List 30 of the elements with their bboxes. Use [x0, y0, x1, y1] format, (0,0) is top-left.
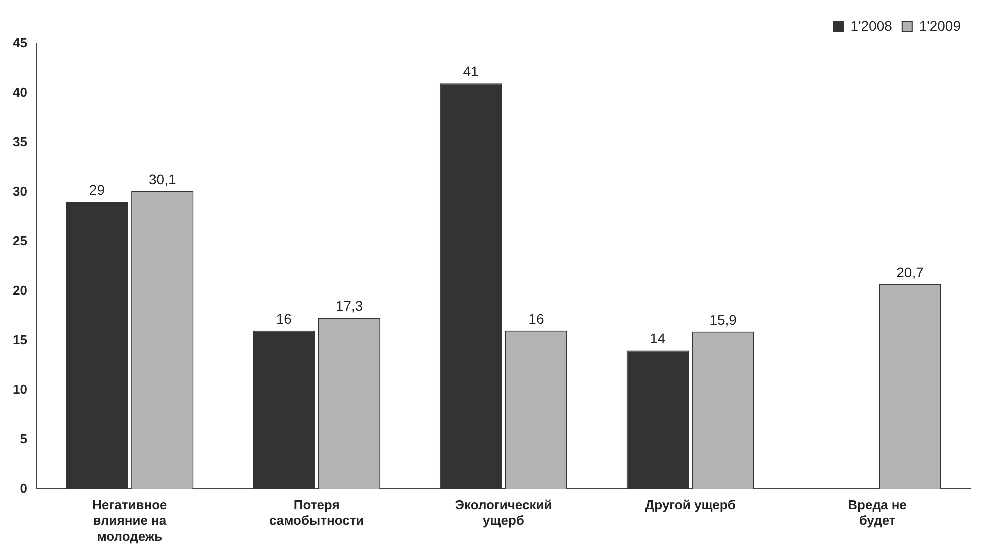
y-tick-label: 45 [12, 36, 28, 51]
bar [626, 350, 690, 490]
data-label: 20,7 [896, 264, 924, 280]
y-tick-label: 35 [12, 134, 28, 150]
data-label: 29 [89, 182, 106, 198]
y-tick-label: 40 [12, 85, 28, 100]
y-tick-label: 0 [20, 480, 28, 496]
x-tick-label: Экологический ущерб [455, 498, 552, 528]
data-label: 15,9 [710, 312, 738, 328]
y-tick-label: 20 [12, 282, 28, 298]
x-tick-label: Потеря самобытности [269, 498, 364, 528]
y-tick-label: 30 [12, 184, 28, 199]
y-tick-label: 25 [12, 233, 28, 248]
data-label: 14 [650, 330, 666, 347]
data-label: 16 [528, 310, 544, 327]
x-tick-label: Другой ущерб [645, 498, 736, 513]
bar [66, 202, 128, 490]
y-tick-label: 15 [12, 332, 28, 348]
y-tick-label: 10 [12, 382, 28, 397]
data-label: 30,1 [149, 171, 176, 188]
data-label: 16 [276, 310, 292, 327]
bar [440, 84, 502, 490]
x-tick-label: Негативное влияние на молодежь [92, 498, 168, 544]
data-label: 17,3 [336, 298, 364, 314]
legend-label: 1'2009 [919, 18, 962, 34]
x-tick-label: Вреда не будет [848, 498, 907, 528]
legend-label: 1'2008 [850, 18, 893, 34]
bar [253, 330, 316, 490]
data-label: 41 [463, 63, 480, 80]
y-tick-label: 5 [20, 431, 28, 446]
